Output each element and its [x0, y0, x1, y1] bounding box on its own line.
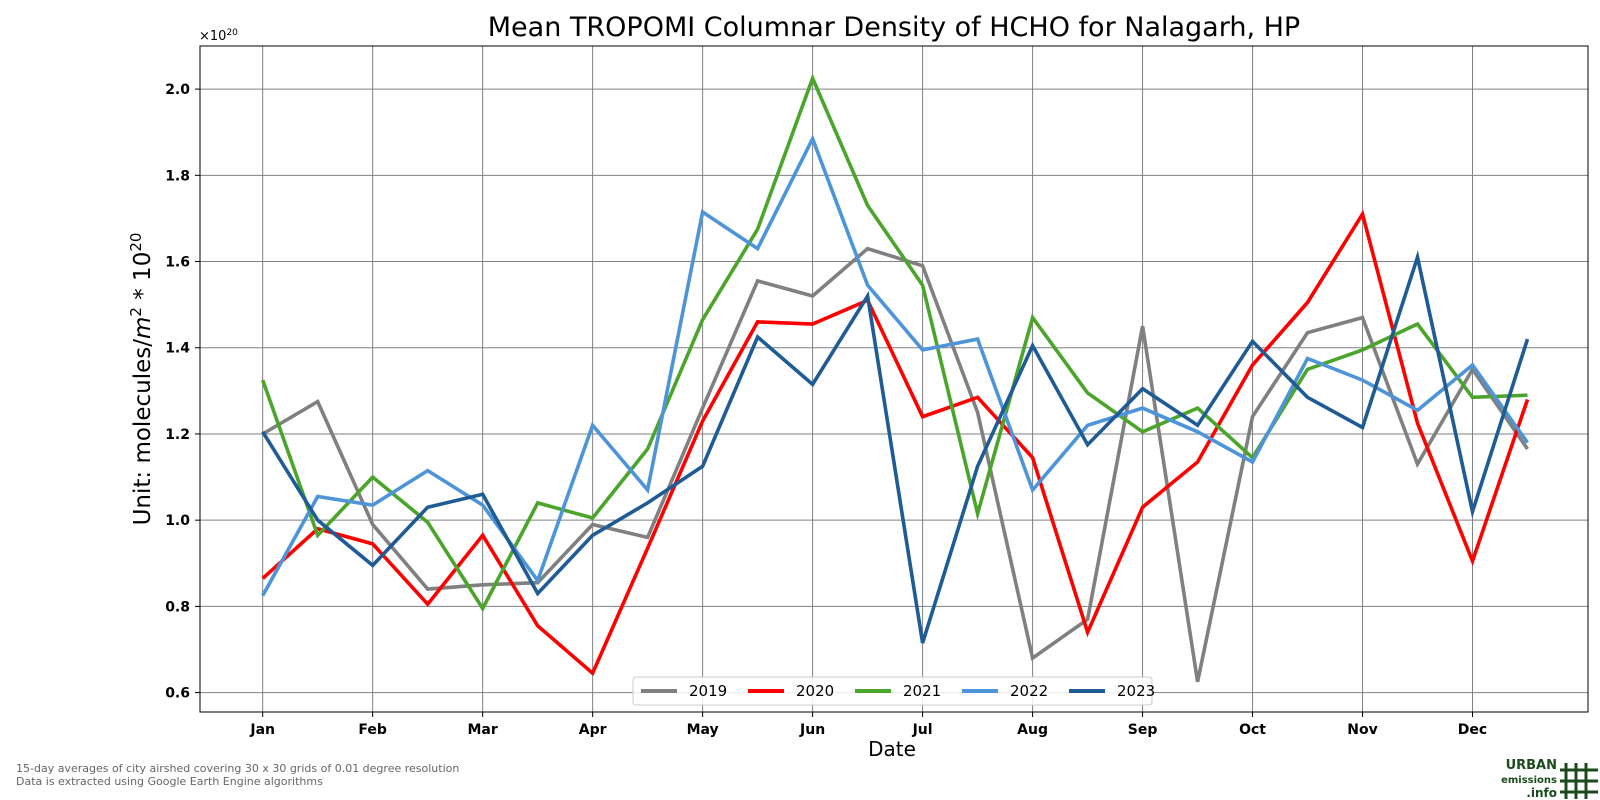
- legend-label-2020: 2020: [796, 682, 834, 700]
- x-tick-label: Jun: [799, 722, 825, 738]
- y-tick-label: 1.8: [165, 168, 190, 184]
- legend: 2019 2020 2021 2022 2023: [632, 676, 1155, 706]
- grid-logo-icon: [1560, 763, 1598, 799]
- urban-emissions-logo: URBAN emissions .info: [1501, 758, 1598, 800]
- x-tick-label: Jul: [912, 722, 933, 738]
- y-tick-label: 1.0: [165, 513, 190, 529]
- series-line-2023: [261, 250, 1530, 644]
- series-line-2019: [261, 246, 1529, 683]
- logo-line-3: .info: [1526, 786, 1557, 800]
- footer-note-2: Data is extracted using Google Earth Eng…: [16, 775, 323, 788]
- y-multiplier: ×1020: [199, 28, 238, 44]
- y-tick-label: 0.8: [165, 599, 190, 615]
- y-axis: 0.6 0.8 1.0 1.2 1.4 1.6 1.8 2.0: [165, 82, 200, 702]
- x-tick-label: Mar: [468, 722, 498, 738]
- y-label-unit: m: [130, 317, 156, 339]
- chart-title: Mean TROPOMI Columnar Density of HCHO fo…: [488, 12, 1300, 43]
- y-axis-label: Unit: molecules/m2 * 1020: [127, 233, 156, 526]
- x-tick-label: Sep: [1128, 722, 1158, 738]
- x-axis-label: Date: [868, 737, 916, 761]
- series-line-2021: [261, 73, 1528, 613]
- x-tick-label: Apr: [579, 722, 607, 738]
- y-tick-label: 1.2: [165, 427, 190, 443]
- plot-frame: [199, 45, 1589, 713]
- x-tick-label: May: [687, 722, 719, 738]
- logo-line-1: URBAN: [1506, 758, 1557, 773]
- x-tick-label: Feb: [358, 722, 387, 738]
- logo-line-2: emissions: [1501, 775, 1557, 786]
- y-label-main: Unit: molecules/: [130, 339, 156, 526]
- y-tick-label: 1.6: [165, 255, 190, 271]
- series-line-2022: [261, 134, 1529, 597]
- y-tick-label: 0.6: [165, 686, 190, 702]
- y-multiplier-base: ×10: [199, 29, 226, 44]
- footer-note-1: 15-day averages of city airshed covering…: [16, 762, 459, 775]
- legend-box: [632, 676, 1153, 706]
- series-lines: [261, 73, 1530, 683]
- legend-label-2023: 2023: [1117, 682, 1155, 700]
- x-tick-label: Nov: [1347, 722, 1377, 738]
- y-tick-label: 1.4: [165, 341, 190, 357]
- legend-label-2022: 2022: [1010, 682, 1048, 700]
- y-multiplier-exp: 20: [226, 28, 238, 38]
- y-label-sup: 2: [127, 307, 145, 317]
- grid-lines: [200, 46, 1588, 712]
- y-tick-label: 2.0: [165, 82, 190, 98]
- x-axis: Jan Feb Mar Apr May Jun Jul Aug Sep Oct Nov Dec: [249, 712, 1487, 738]
- x-tick-label: Aug: [1017, 722, 1048, 738]
- legend-label-2021: 2021: [903, 682, 941, 700]
- x-tick-label: Jan: [249, 722, 275, 738]
- legend-label-2019: 2019: [689, 682, 727, 700]
- x-tick-label: Dec: [1458, 722, 1487, 738]
- y-label-sup2: 20: [127, 233, 145, 252]
- y-label-tail: * 10: [130, 252, 156, 307]
- x-tick-label: Oct: [1239, 722, 1266, 738]
- series-line-2020: [261, 209, 1530, 677]
